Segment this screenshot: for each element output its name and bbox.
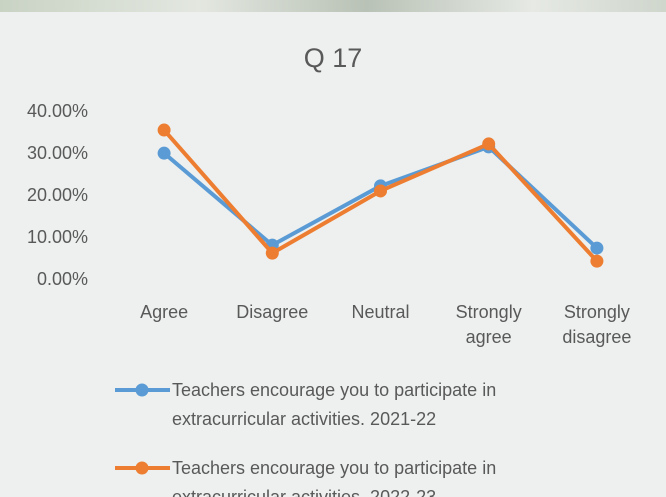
x-tick-label: Strongly disagree <box>562 302 632 347</box>
x-tick-label: Agree <box>140 302 189 322</box>
x-tick-label: Disagree <box>236 302 309 322</box>
background-strip <box>0 0 666 12</box>
legend-marker <box>135 461 149 475</box>
data-point <box>590 241 604 255</box>
legend-marker <box>135 383 149 397</box>
y-tick-label: 0.00% <box>37 269 88 289</box>
y-tick-label: 40.00% <box>27 101 88 121</box>
y-tick-label: 30.00% <box>27 143 88 163</box>
x-tick-label: Strongly agree <box>455 302 522 347</box>
data-point <box>157 146 171 160</box>
y-tick-label: 20.00% <box>27 185 88 205</box>
legend-label: Teachers encourage you to participate in… <box>172 380 497 429</box>
legend-label: Teachers encourage you to participate in… <box>172 458 497 497</box>
data-point <box>157 123 171 137</box>
series-line <box>162 144 599 250</box>
data-point <box>265 246 279 260</box>
data-point <box>590 254 604 268</box>
data-point <box>482 137 496 151</box>
data-point <box>374 184 387 198</box>
y-tick-label: 10.00% <box>27 227 88 247</box>
x-tick-label: Neutral <box>351 302 410 322</box>
chart-title: Q 17 <box>304 43 363 73</box>
